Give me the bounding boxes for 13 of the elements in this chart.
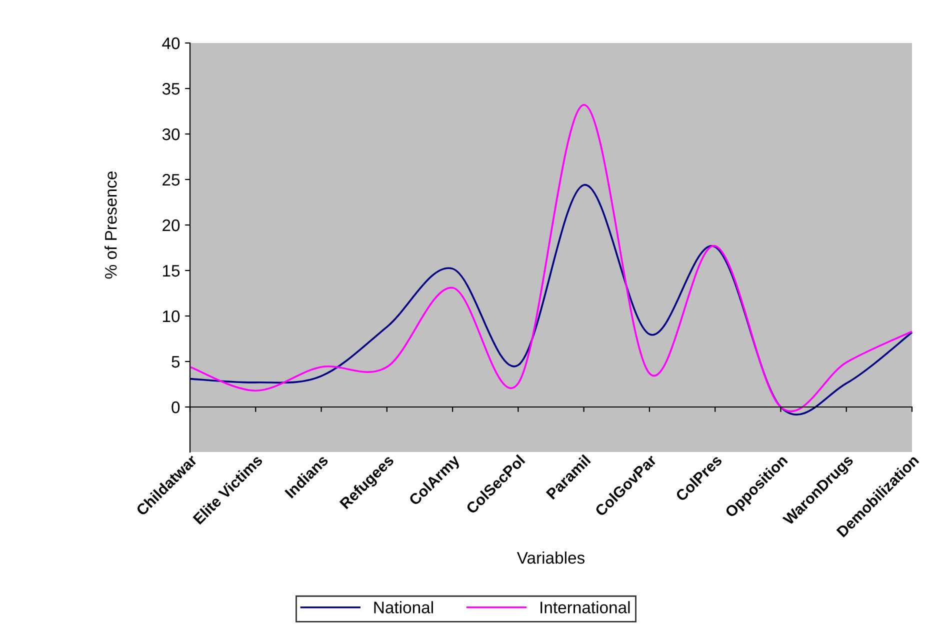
- legend-label: National: [374, 601, 433, 614]
- y-tick-label: 10: [163, 310, 180, 322]
- legend-label: International: [540, 601, 630, 614]
- y-axis-title: % of Presence: [104, 172, 117, 279]
- x-axis-title: Variables: [516, 552, 585, 564]
- y-tick-label: 15: [163, 265, 180, 277]
- y-tick-label: 30: [162, 128, 180, 140]
- y-tick-label: 25: [162, 174, 180, 186]
- y-tick-label: 5: [172, 356, 180, 368]
- y-tick-label: 35: [162, 82, 180, 95]
- y-tick-label: 40: [162, 37, 180, 50]
- y-tick-label: 20: [162, 219, 180, 232]
- y-tick-label: 0: [172, 401, 180, 414]
